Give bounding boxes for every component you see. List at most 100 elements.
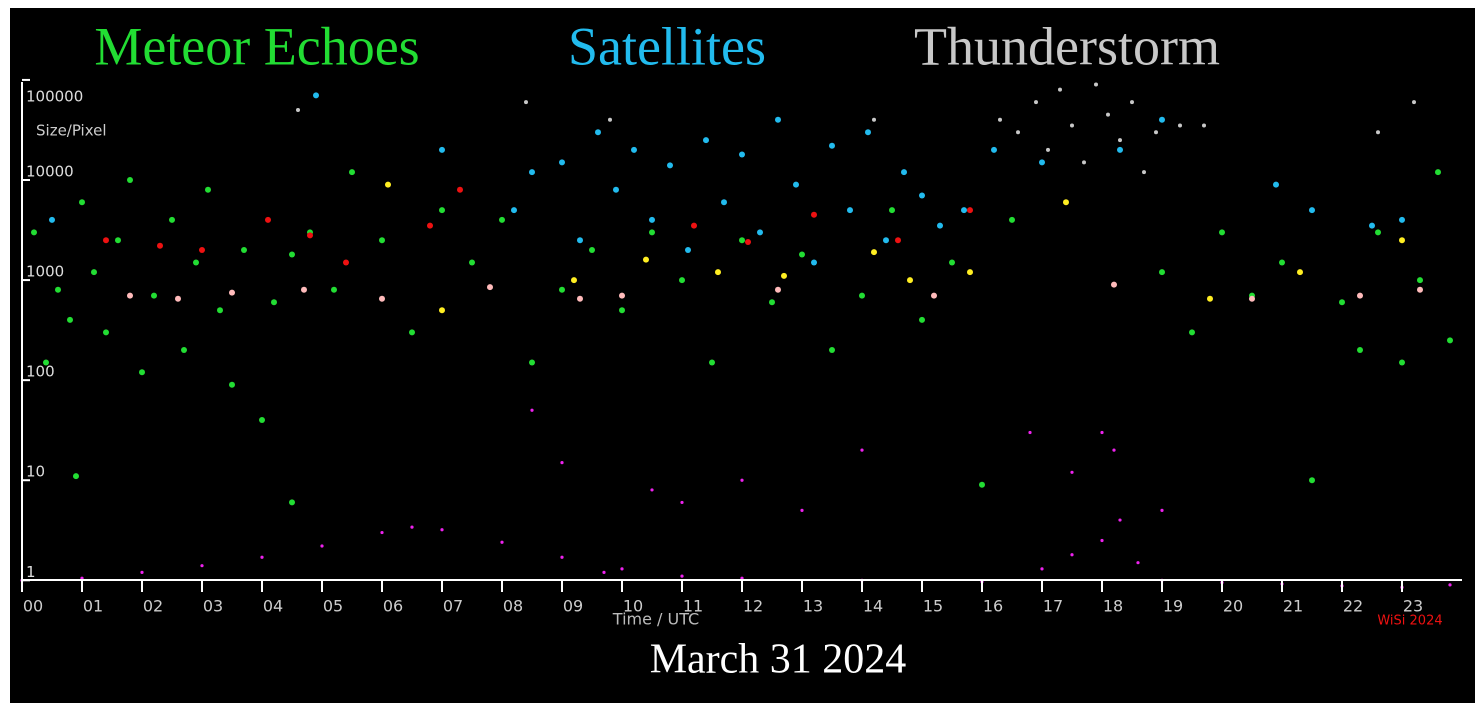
point [793,181,799,188]
point [931,292,937,299]
point [685,246,691,253]
point [73,473,79,480]
point [703,137,709,144]
point [229,289,235,296]
point [265,216,271,223]
point [457,186,463,193]
point [860,448,864,452]
point [650,488,654,492]
point [1309,207,1315,214]
point [1202,123,1206,128]
point [1070,553,1074,557]
point [619,307,625,314]
x-tick-label: 16 [983,597,1003,616]
x-tick-label: 03 [203,597,223,616]
x-tick-label: 23 [1403,597,1423,616]
point [91,269,97,276]
point [55,286,61,293]
point [1160,508,1164,512]
point [127,176,133,183]
point [589,246,595,253]
point [967,269,973,276]
point [1058,87,1062,92]
point [691,222,697,229]
point [1159,116,1165,123]
point [289,499,295,506]
x-axis-label: Time / UTC [612,610,699,629]
point [937,222,943,229]
y-tick-label: 100 [26,363,55,381]
point [602,570,606,574]
point [151,292,157,299]
point [883,237,889,244]
point [307,232,313,239]
point [169,216,175,223]
point [103,237,109,244]
point [757,229,763,236]
point [967,207,973,214]
point [409,329,415,336]
point [1399,359,1405,366]
point [379,237,385,244]
point [1417,286,1423,293]
point [871,249,877,256]
point [1009,216,1015,223]
legend-entry: Satellites [568,16,766,76]
point [80,576,84,580]
x-tick-label: 15 [923,597,943,616]
x-tick-label: 02 [143,597,163,616]
point [379,295,385,302]
point [1309,477,1315,484]
x-tick-label: 00 [23,597,43,616]
point [79,199,85,206]
point [865,129,871,136]
y-tick-label: 100000 [26,88,83,106]
point [709,359,715,366]
point [1189,329,1195,336]
x-tick-label: 22 [1343,597,1363,616]
point [1016,130,1020,135]
point [67,316,73,323]
point [649,216,655,223]
point [919,316,925,323]
point [380,530,384,535]
x-tick-label: 19 [1163,597,1183,616]
point [595,129,601,136]
point [740,576,744,580]
point [799,251,805,258]
point [439,146,445,153]
point [1369,222,1375,229]
point [739,237,745,244]
point [49,216,55,223]
point [679,277,685,284]
point [139,369,145,376]
point [259,416,265,423]
point [1448,583,1452,587]
point [613,186,619,193]
point [524,100,528,105]
point [1375,229,1381,236]
legend-entry: Thunderstorm [914,16,1220,76]
point [1249,295,1255,302]
point [1136,561,1140,565]
point [1142,170,1146,175]
point [385,181,391,188]
point [1106,112,1110,117]
point [998,117,1002,122]
point [1273,181,1279,188]
point [739,151,745,158]
x-tick-label: 04 [263,597,283,616]
point [559,286,565,293]
point [872,117,876,122]
point [1094,82,1098,87]
point [439,207,445,214]
point [440,528,444,532]
point [919,192,925,199]
point [289,251,295,258]
x-tick-label: 17 [1043,597,1063,616]
x-tick-label: 09 [563,597,583,616]
point [895,237,901,244]
point [43,359,49,366]
point [889,207,895,214]
